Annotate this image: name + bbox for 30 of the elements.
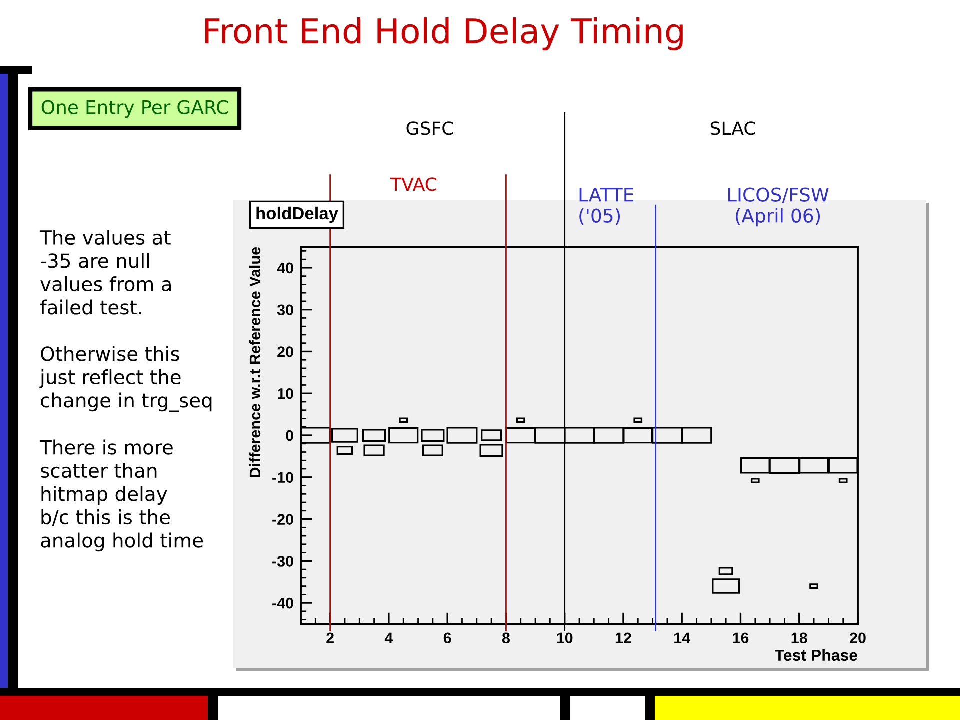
- y-tick-label: 30: [277, 304, 294, 316]
- y-tick-label: 0: [286, 430, 294, 442]
- text: One Entry Per GARC: [42, 100, 228, 118]
- text: SLAC: [710, 122, 756, 136]
- text: LATTE ('05): [580, 188, 634, 226]
- x-tick-label: 4: [384, 632, 394, 644]
- y-tick-label: -20: [272, 514, 294, 525]
- y-tick-label: 20: [278, 346, 294, 358]
- x-tick-label: 8: [502, 632, 510, 644]
- text: TVAC: [390, 178, 436, 192]
- x-tick-label: 12: [616, 632, 632, 644]
- x-tick-label: 10: [557, 632, 573, 644]
- x-tick-label: 14: [674, 632, 691, 644]
- y-tick-label: 10: [278, 388, 294, 400]
- y-axis-title: Difference w.r.t Reference Value: [249, 248, 261, 478]
- x-tick-label: 18: [792, 632, 808, 644]
- x-tick-label: 16: [733, 632, 749, 644]
- chart-subtitle: holdDelay: [256, 206, 338, 224]
- y-tick-label: -10: [272, 472, 294, 484]
- y-tick-label: -40: [272, 598, 294, 609]
- text: The values at -35 are null values from a failed test. Otherwise this just reflect the change in trg_seq There is more scatter than hitmap delay b/c this is the analog hold time: [40, 230, 212, 552]
- text: LICOS/FSW (April 06): [728, 188, 829, 227]
- text: GSFC: [406, 122, 454, 136]
- y-tick-label: -30: [272, 556, 294, 567]
- x-axis-title: Test Phase: [775, 649, 858, 662]
- x-tick-label: 2: [326, 632, 334, 644]
- x-tick-label: 6: [444, 632, 452, 644]
- chart-title: Front End Hold Delay Timing: [205, 18, 683, 50]
- y-tick-label: 40: [277, 262, 294, 274]
- x-tick-label: 20: [850, 632, 866, 644]
